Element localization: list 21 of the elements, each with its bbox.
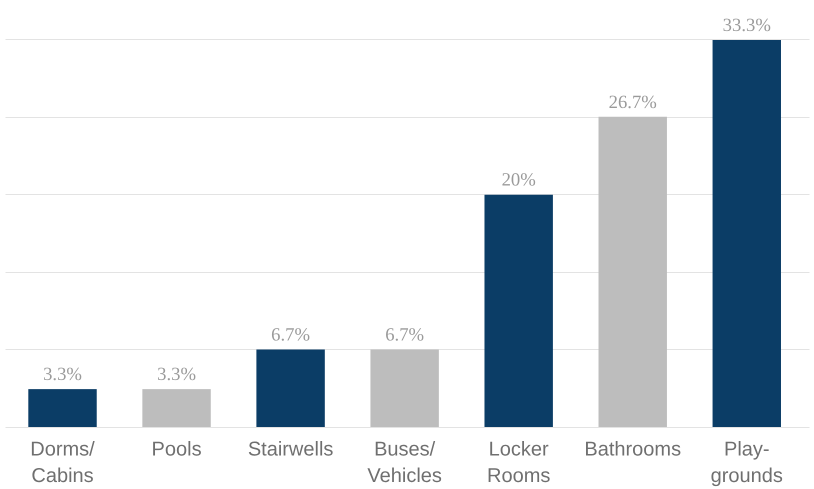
- bar: [712, 40, 781, 428]
- data-label: 3.3%: [43, 364, 82, 386]
- data-label: 3.3%: [157, 364, 196, 386]
- bar: [28, 389, 97, 428]
- x-tick-label: Dorms/ Cabins: [30, 438, 96, 487]
- x-tick-label: Bathrooms: [584, 438, 682, 460]
- x-tick-label: Buses/ Vehicles: [367, 438, 442, 487]
- data-label: 20%: [502, 170, 536, 191]
- bar: [598, 116, 667, 428]
- bar: [142, 389, 211, 428]
- bar: [484, 194, 553, 428]
- data-label: 6.7%: [271, 324, 310, 346]
- bar: [256, 350, 325, 428]
- data-label: 6.7%: [385, 324, 424, 346]
- x-tick-label: Locker Rooms: [487, 438, 550, 487]
- data-label: 33.3%: [722, 14, 771, 36]
- x-tick-label: Stairwells: [248, 438, 334, 460]
- bar: [370, 350, 439, 428]
- x-tick-label: Play- grounds: [710, 438, 783, 487]
- x-tick-label: Pools: [152, 438, 202, 460]
- data-label: 26.7%: [608, 92, 657, 113]
